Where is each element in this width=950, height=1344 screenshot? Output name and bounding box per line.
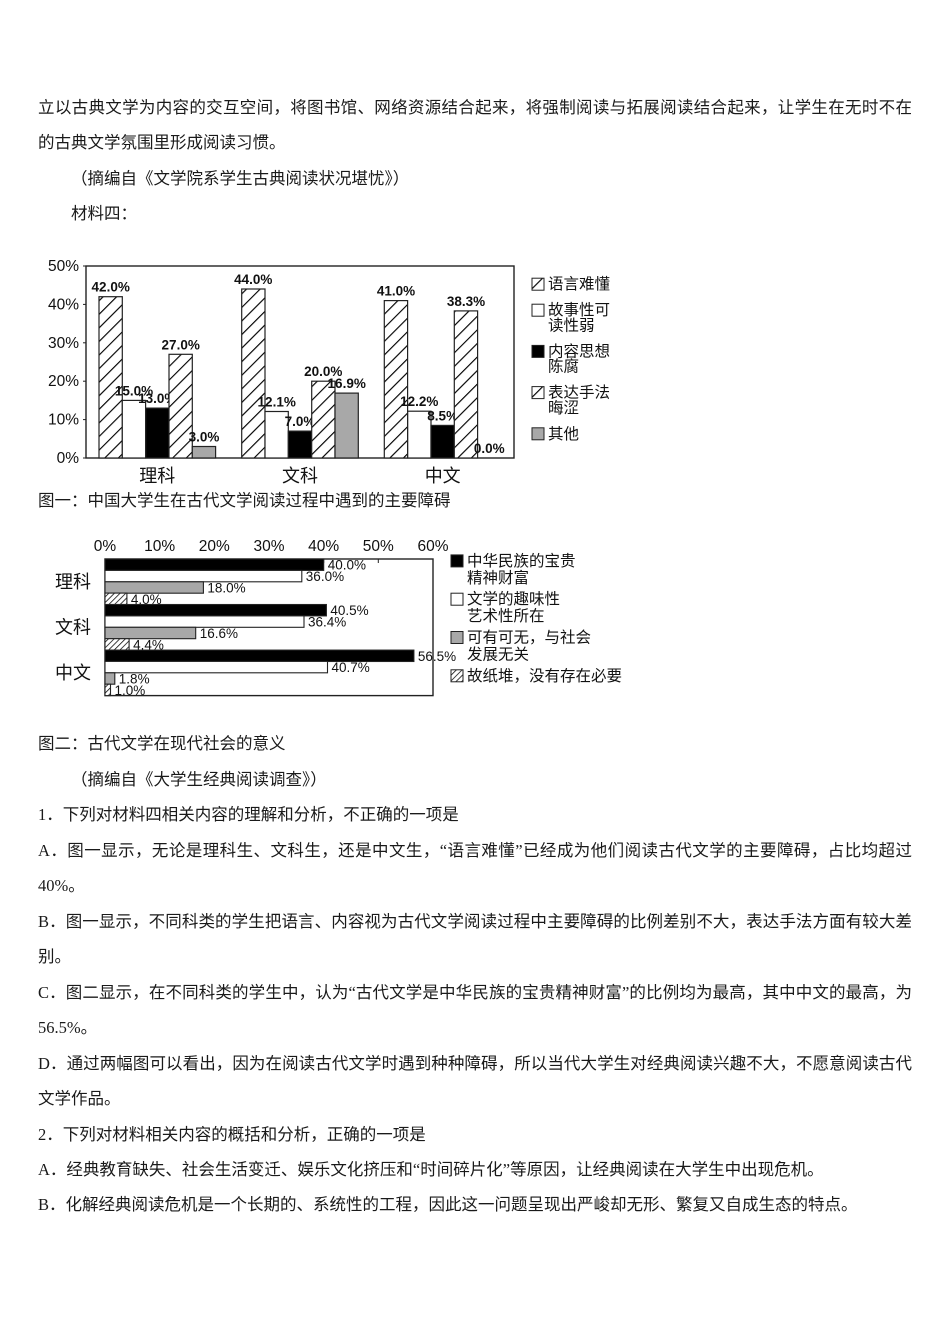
svg-text:0%: 0% [57, 450, 80, 467]
svg-text:晦涩: 晦涩 [548, 399, 579, 417]
svg-text:中文: 中文 [55, 663, 91, 683]
svg-text:理科: 理科 [55, 572, 91, 592]
svg-text:中华民族的宝贵: 中华民族的宝贵 [467, 552, 576, 570]
svg-text:中文: 中文 [425, 466, 461, 486]
svg-text:0%: 0% [94, 538, 117, 555]
svg-text:8.5%: 8.5% [427, 408, 458, 423]
svg-text:40.7%: 40.7% [332, 660, 370, 675]
svg-text:12.2%: 12.2% [400, 394, 438, 409]
svg-text:文科: 文科 [282, 466, 318, 486]
svg-text:40%: 40% [48, 296, 79, 313]
svg-text:文学的趣味性: 文学的趣味性 [467, 591, 560, 609]
svg-text:3.0%: 3.0% [189, 429, 220, 444]
svg-text:40%: 40% [308, 538, 339, 555]
svg-text:20%: 20% [48, 373, 79, 390]
svg-text:50%: 50% [48, 258, 79, 275]
svg-text:理科: 理科 [139, 466, 175, 486]
svg-text:12.1%: 12.1% [258, 394, 296, 409]
svg-text:50%: 50% [363, 538, 394, 555]
svg-text:7.0%: 7.0% [285, 414, 316, 429]
svg-text:精神财富: 精神财富 [467, 569, 529, 587]
svg-text:30%: 30% [48, 335, 79, 352]
svg-text:20%: 20% [199, 538, 230, 555]
svg-text:42.0%: 42.0% [92, 280, 130, 295]
svg-text:36.0%: 36.0% [306, 569, 344, 584]
svg-text:60%: 60% [417, 538, 448, 555]
svg-text:其他: 其他 [548, 425, 579, 443]
svg-text:36.4%: 36.4% [308, 615, 346, 630]
svg-text:30%: 30% [253, 538, 284, 555]
svg-text:艺术性所在: 艺术性所在 [467, 608, 545, 626]
svg-text:文科: 文科 [55, 618, 91, 638]
svg-text:0.0%: 0.0% [474, 441, 505, 456]
svg-text:陈腐: 陈腐 [548, 357, 579, 375]
svg-text:44.0%: 44.0% [234, 272, 272, 287]
svg-text:38.3%: 38.3% [447, 294, 485, 309]
svg-text:41.0%: 41.0% [377, 283, 415, 298]
svg-text:10%: 10% [48, 411, 79, 428]
svg-text:27.0%: 27.0% [162, 337, 200, 352]
svg-text:16.9%: 16.9% [328, 376, 366, 391]
svg-text:16.6%: 16.6% [200, 626, 238, 641]
svg-text:读性弱: 读性弱 [548, 316, 595, 334]
svg-text:故纸堆，没有存在必要: 故纸堆，没有存在必要 [467, 667, 622, 685]
svg-text:18.0%: 18.0% [207, 581, 245, 596]
svg-text:1.0%: 1.0% [115, 683, 146, 698]
svg-text:可有可无，与社会: 可有可无，与社会 [467, 629, 591, 647]
svg-text:56.5%: 56.5% [418, 649, 456, 664]
svg-text:语言难懂: 语言难懂 [548, 275, 610, 293]
svg-text:发展无关: 发展无关 [467, 646, 529, 664]
svg-text:10%: 10% [144, 538, 175, 555]
